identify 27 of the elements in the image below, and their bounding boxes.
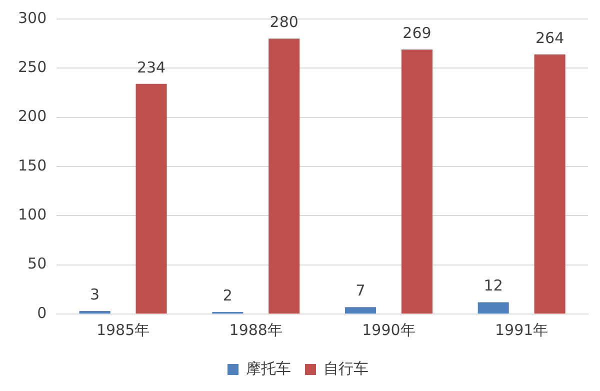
x-tick-label: 1991年 [494,320,548,339]
y-tick-label: 250 [18,58,47,76]
x-tick-label: 1988年 [229,320,282,339]
y-tick-label: 0 [37,304,47,322]
bar [534,54,566,314]
y-tick-label: 150 [18,156,47,174]
y-tick-label: 200 [18,107,47,126]
y-tick-label: 100 [18,206,47,224]
data-label: 264 [535,28,564,47]
y-tick-label: 50 [28,254,47,273]
legend-label: 摩托车 [246,359,291,378]
y-tick-label: 300 [18,8,47,27]
data-label: 234 [136,58,166,76]
x-tick-label: 1990年 [362,320,416,339]
bar [268,38,300,314]
bar [344,307,376,314]
x-tick-label: 1985年 [96,320,150,339]
bar [478,302,509,314]
legend-label: 自行车 [324,359,368,378]
bar [136,84,167,314]
data-label: 280 [270,13,298,32]
data-label: 12 [484,276,503,295]
data-label: 7 [356,282,366,300]
data-label: 269 [402,24,432,42]
data-label: 3 [90,285,100,304]
bar [401,49,432,314]
data-label: 2 [222,286,232,304]
